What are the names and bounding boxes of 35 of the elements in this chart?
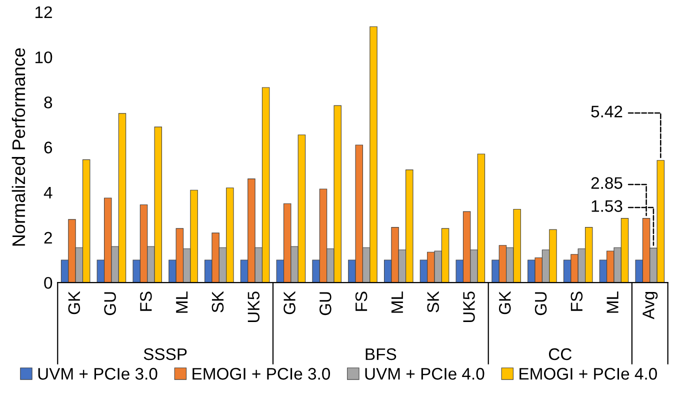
x-tick-label: UK5 <box>463 292 475 322</box>
x-tick-label: ML <box>391 291 403 313</box>
y-tick-label: 6 <box>44 142 52 154</box>
text: SSSP <box>144 348 187 360</box>
data-label: 1.53 <box>592 200 622 212</box>
y-tick-label: 2 <box>44 232 52 244</box>
legend-label: UVM + PCIe 3.0 <box>38 368 158 380</box>
x-tick-label: SK <box>427 291 439 312</box>
legend-label: UVM + PCIe 4.0 <box>365 368 484 380</box>
text: CC <box>548 348 572 360</box>
data-label: 5.42 <box>591 106 622 118</box>
x-tick-label: GU <box>534 292 547 316</box>
x-tick-label: GK <box>284 291 296 314</box>
x-tick-label: ML <box>606 291 618 313</box>
y-tick-label: 0 <box>44 276 52 289</box>
y-tick-label: 8 <box>44 96 52 108</box>
x-tick-label: GU <box>320 292 332 316</box>
x-tick-label: GK <box>498 291 511 314</box>
legend-label: EMOGI + PCIe 3.0 <box>192 368 330 380</box>
x-tick-label: SK <box>212 291 224 312</box>
x-tick-label: GU <box>104 292 116 316</box>
text: BFS <box>366 348 396 360</box>
legend-label: EMOGI + PCIe 4.0 <box>520 368 657 380</box>
x-tick-label: FS <box>355 292 368 311</box>
x-tick-label: FS <box>140 292 152 311</box>
x-tick-label: FS <box>570 292 583 311</box>
x-tick-label: ML <box>176 291 188 313</box>
y-axis-title: Normalized Performance <box>12 48 26 246</box>
y-tick-label: 4 <box>44 186 52 198</box>
x-tick-label: Avg <box>642 292 658 320</box>
y-tick-label: 12 <box>36 6 52 18</box>
data-label: 2.85 <box>591 177 622 189</box>
x-tick-label: GK <box>68 291 80 314</box>
y-tick-label: 10 <box>36 51 52 64</box>
x-tick-label: UK5 <box>248 292 260 322</box>
